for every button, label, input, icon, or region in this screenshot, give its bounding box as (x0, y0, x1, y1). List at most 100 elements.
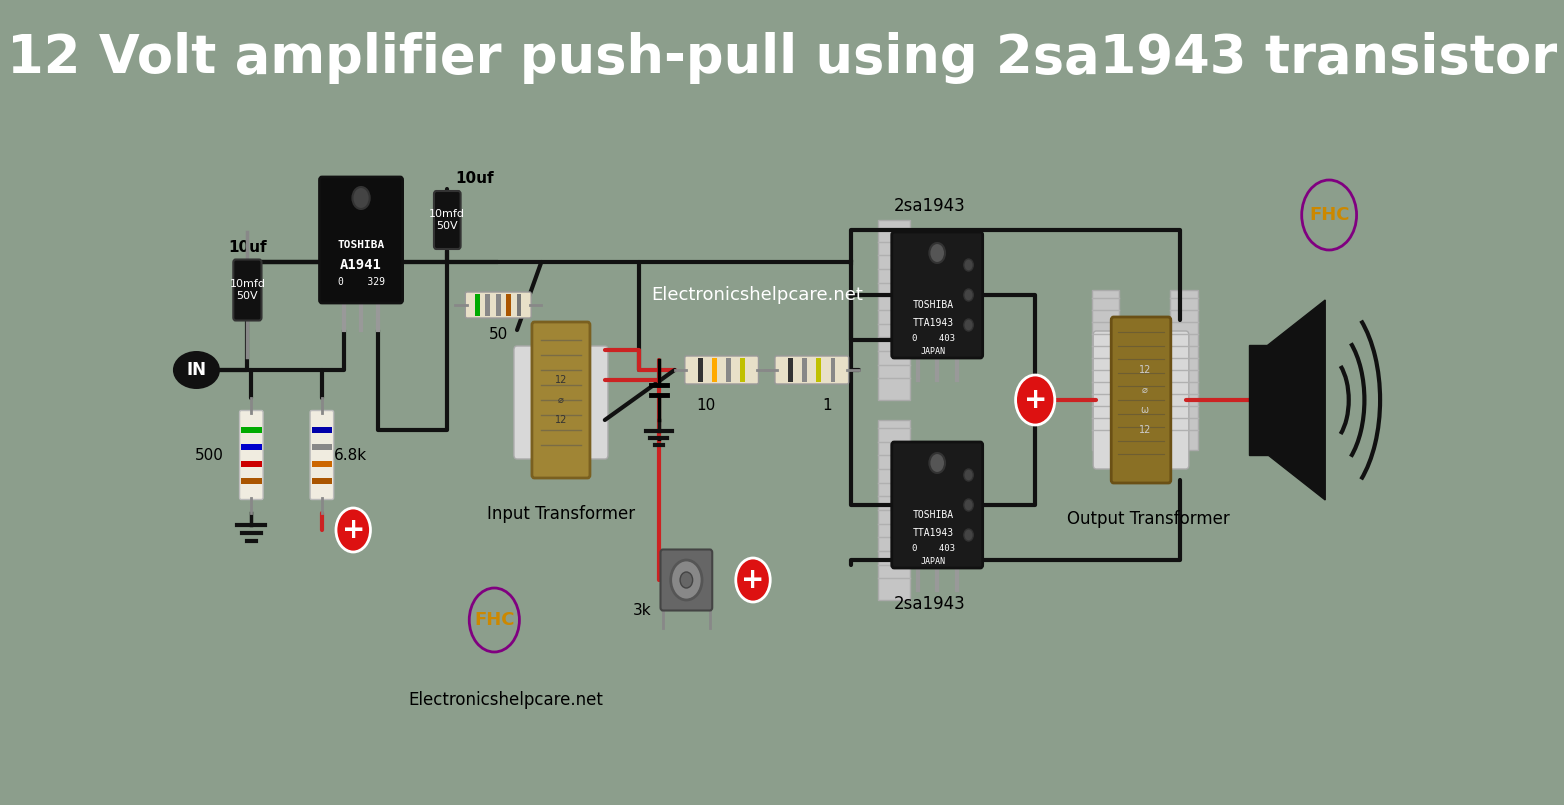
FancyBboxPatch shape (239, 411, 263, 499)
Text: +: + (1023, 386, 1046, 414)
Text: ω: ω (1140, 405, 1150, 415)
Text: ⌀: ⌀ (1142, 385, 1148, 395)
Bar (1250, 345, 1268, 455)
Bar (507, 294, 511, 316)
Text: 12: 12 (1139, 425, 1151, 435)
Bar (740, 358, 744, 382)
Text: FHC: FHC (474, 611, 515, 629)
Bar (475, 294, 480, 316)
Circle shape (929, 243, 945, 263)
FancyBboxPatch shape (891, 442, 982, 568)
Text: Electronicshelpcare.net: Electronicshelpcare.net (651, 286, 863, 304)
FancyBboxPatch shape (466, 292, 532, 318)
Text: 12: 12 (1139, 365, 1151, 375)
Circle shape (1015, 375, 1054, 425)
Bar (241, 477, 261, 484)
Text: 1: 1 (823, 398, 832, 413)
FancyBboxPatch shape (319, 177, 402, 303)
Polygon shape (1268, 300, 1325, 500)
Circle shape (963, 499, 973, 511)
Circle shape (963, 529, 973, 541)
Circle shape (671, 560, 702, 600)
Text: 10uf: 10uf (455, 171, 494, 186)
Bar (241, 444, 261, 449)
Text: 500: 500 (196, 448, 224, 463)
Bar (485, 294, 490, 316)
Text: 0    403: 0 403 (912, 333, 954, 342)
Text: +: + (741, 566, 765, 594)
Text: 10mfd
50V: 10mfd 50V (230, 279, 266, 301)
Text: TOSHIBA: TOSHIBA (913, 510, 954, 520)
Bar (830, 358, 835, 382)
FancyBboxPatch shape (660, 550, 712, 610)
Circle shape (963, 469, 973, 481)
Text: 12 Volt amplifier push-pull using 2sa1943 transistor: 12 Volt amplifier push-pull using 2sa194… (6, 32, 1558, 84)
FancyBboxPatch shape (879, 220, 910, 400)
Text: Electronicshelpcare.net: Electronicshelpcare.net (408, 691, 604, 709)
Text: +: + (341, 516, 364, 544)
Text: 2sa1943: 2sa1943 (893, 197, 965, 215)
Bar (311, 460, 332, 467)
Bar (712, 358, 716, 382)
Text: 6.8k: 6.8k (333, 448, 366, 463)
Text: TTA1943: TTA1943 (913, 318, 954, 328)
Text: 10: 10 (696, 398, 716, 413)
Circle shape (735, 558, 769, 602)
Bar (726, 358, 730, 382)
Text: JAPAN: JAPAN (921, 556, 946, 565)
Text: 0    329: 0 329 (338, 277, 385, 287)
Text: A1941: A1941 (339, 258, 382, 272)
Text: 0    403: 0 403 (912, 543, 954, 552)
Text: JAPAN: JAPAN (921, 346, 946, 356)
FancyBboxPatch shape (774, 356, 849, 384)
Bar (311, 444, 332, 449)
FancyBboxPatch shape (583, 346, 608, 459)
Circle shape (963, 319, 973, 331)
Bar (788, 358, 793, 382)
FancyBboxPatch shape (1112, 317, 1171, 483)
FancyBboxPatch shape (1164, 331, 1189, 469)
Circle shape (963, 289, 973, 301)
Bar (802, 358, 807, 382)
Text: Output Transformer: Output Transformer (1068, 510, 1231, 528)
Text: 12: 12 (555, 415, 568, 425)
FancyBboxPatch shape (685, 356, 759, 384)
Text: 50: 50 (488, 327, 508, 342)
Text: TTA1943: TTA1943 (913, 528, 954, 538)
Text: Input Transformer: Input Transformer (486, 505, 635, 523)
Text: 10uf: 10uf (228, 240, 267, 254)
Text: 2sa1943: 2sa1943 (893, 595, 965, 613)
Text: IN: IN (186, 361, 206, 379)
Ellipse shape (174, 351, 221, 389)
FancyBboxPatch shape (1093, 331, 1118, 469)
Bar (311, 427, 332, 432)
FancyBboxPatch shape (1092, 290, 1120, 450)
FancyBboxPatch shape (433, 191, 461, 249)
Circle shape (963, 259, 973, 271)
Bar (516, 294, 521, 316)
Bar (496, 294, 500, 316)
Text: TOSHIBA: TOSHIBA (913, 300, 954, 310)
Text: 10mfd
50V: 10mfd 50V (429, 208, 465, 231)
Text: ⌀: ⌀ (558, 395, 565, 405)
Circle shape (336, 508, 371, 552)
FancyBboxPatch shape (515, 346, 540, 459)
Bar (698, 358, 702, 382)
Text: 12: 12 (555, 375, 568, 385)
FancyBboxPatch shape (1170, 290, 1198, 450)
Bar (311, 477, 332, 484)
FancyBboxPatch shape (891, 232, 982, 358)
FancyBboxPatch shape (879, 420, 910, 600)
Text: 3k: 3k (632, 602, 651, 617)
Bar (816, 358, 821, 382)
Text: TOSHIBA: TOSHIBA (338, 240, 385, 250)
Circle shape (352, 187, 369, 209)
Circle shape (929, 453, 945, 473)
Text: FHC: FHC (1309, 206, 1350, 224)
Text: -: - (657, 435, 662, 449)
Circle shape (680, 572, 693, 588)
FancyBboxPatch shape (532, 322, 590, 478)
FancyBboxPatch shape (310, 411, 333, 499)
FancyBboxPatch shape (233, 259, 261, 320)
Bar (241, 427, 261, 432)
